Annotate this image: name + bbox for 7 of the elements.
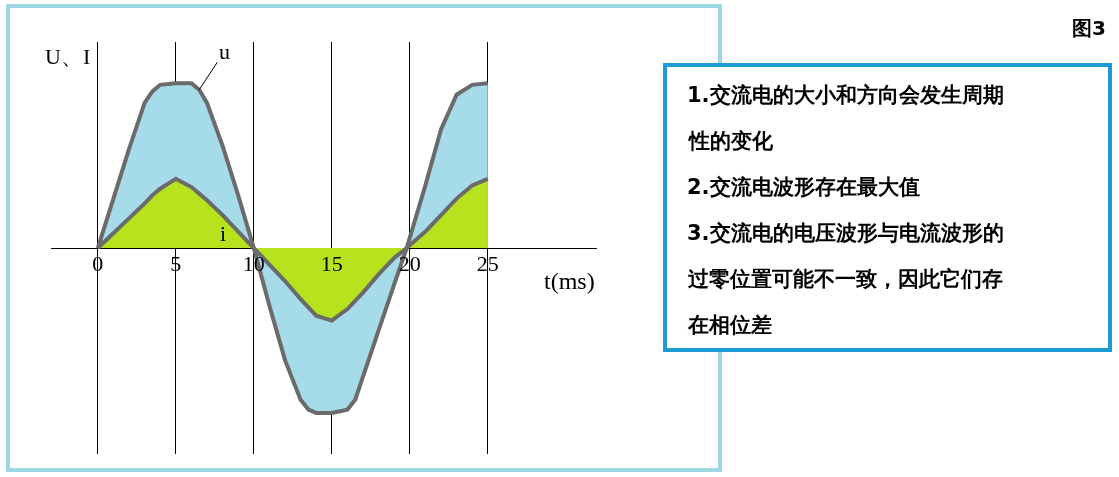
text: 1.交流电的大小和方向会发生周期性的变化 xyxy=(687,83,1004,153)
y-axis-title: U、I xyxy=(45,44,91,69)
text: 图3 xyxy=(1072,16,1106,40)
x-axis-title: t(ms) xyxy=(544,268,595,294)
text: 3.交流电的电压波形与电流波形的过零位置可能不一致，因此它们存在相位差 xyxy=(687,221,1004,337)
text: 2.交流电波形存在最大值 xyxy=(687,175,920,199)
series-label: u xyxy=(219,39,230,64)
